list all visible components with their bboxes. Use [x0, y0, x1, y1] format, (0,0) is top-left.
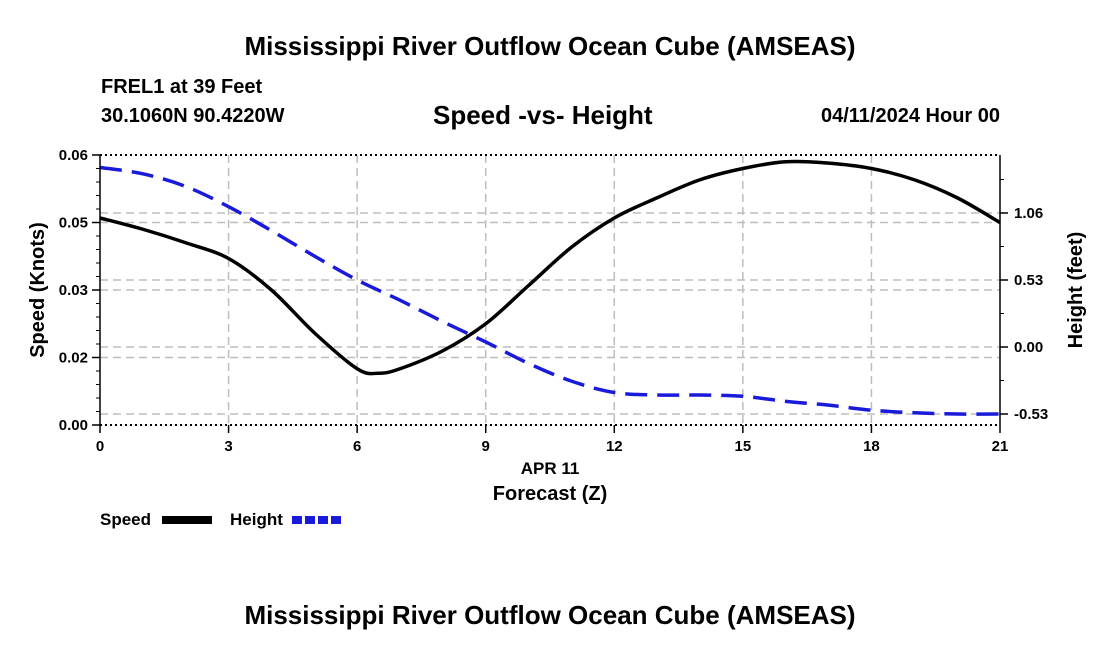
forecast-datetime: 04/11/2024 Hour 00: [820, 105, 1000, 127]
chart-main-title: Mississippi River Outflow Ocean Cube (AM…: [244, 31, 856, 61]
y2-tick-label: -0.53: [1014, 406, 1048, 423]
x-tick-label: 21: [992, 438, 1009, 455]
station-name: FREL1 at 39 Feet: [101, 76, 263, 98]
y-tick-label: 0.06: [59, 147, 88, 164]
x-tick-label: 6: [353, 438, 361, 455]
tick-marks: 0 3 6 9 12 15 18 21 0.00 0.02 0.03 0.05 0.06 1.06 0.53…: [59, 147, 1048, 455]
x-tick-label: 12: [606, 438, 623, 455]
series-layer: [99, 159, 1001, 416]
y2-tick-label: 0.53: [1014, 272, 1043, 289]
station-coordinates: 30.1060N 90.4220W: [101, 105, 285, 127]
x-tick-label: 0: [96, 438, 104, 455]
y-tick-label: 0.02: [59, 350, 88, 367]
legend-height-label: Height: [230, 510, 283, 529]
chart-subtitle: Speed -vs- Height: [433, 100, 653, 130]
y2-tick-label: 0.00: [1014, 339, 1043, 356]
y-axis-label: Speed (Knots): [27, 222, 49, 358]
y-tick-label: 0.05: [59, 215, 88, 232]
series-line-speed: [99, 159, 1001, 376]
chart-footer-title: Mississippi River Outflow Ocean Cube (AM…: [244, 600, 856, 630]
x-axis-date-label: APR 11: [521, 459, 580, 478]
legend: Speed Height: [100, 510, 342, 529]
x-tick-label: 3: [224, 438, 232, 455]
x-tick-label: 9: [482, 438, 490, 455]
x-tick-label: 18: [863, 438, 880, 455]
grid-lines: [100, 155, 1000, 425]
y-tick-label: 0.03: [59, 282, 88, 299]
y2-axis-label: Height (feet): [1065, 232, 1087, 349]
series-line-height: [99, 165, 1001, 416]
legend-speed-label: Speed: [100, 510, 151, 529]
y2-tick-label: 1.06: [1014, 205, 1043, 222]
y-tick-label: 0.00: [59, 417, 88, 434]
x-axis-label: Forecast (Z): [493, 483, 607, 505]
x-tick-label: 15: [735, 438, 752, 455]
